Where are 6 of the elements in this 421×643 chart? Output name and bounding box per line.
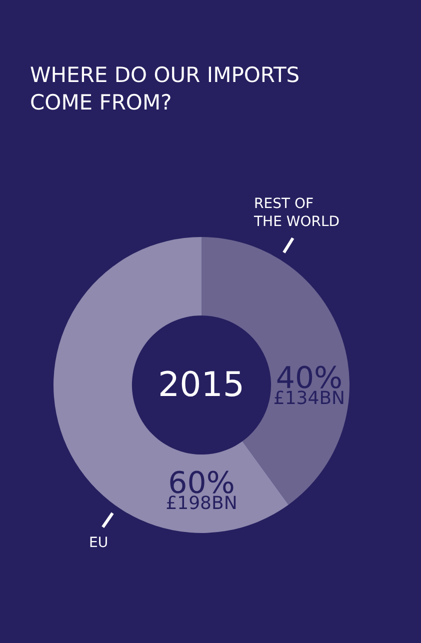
chart-title: WHERE DO OUR IMPORTS COME FROM? xyxy=(30,63,300,114)
text: 2015 xyxy=(158,365,245,405)
slice-label: EU xyxy=(89,535,108,551)
data-label: 60% £198BN xyxy=(166,466,238,514)
slice-label: REST OF THE WORLD xyxy=(253,196,340,230)
data-label: 40% £134BN xyxy=(273,361,346,409)
